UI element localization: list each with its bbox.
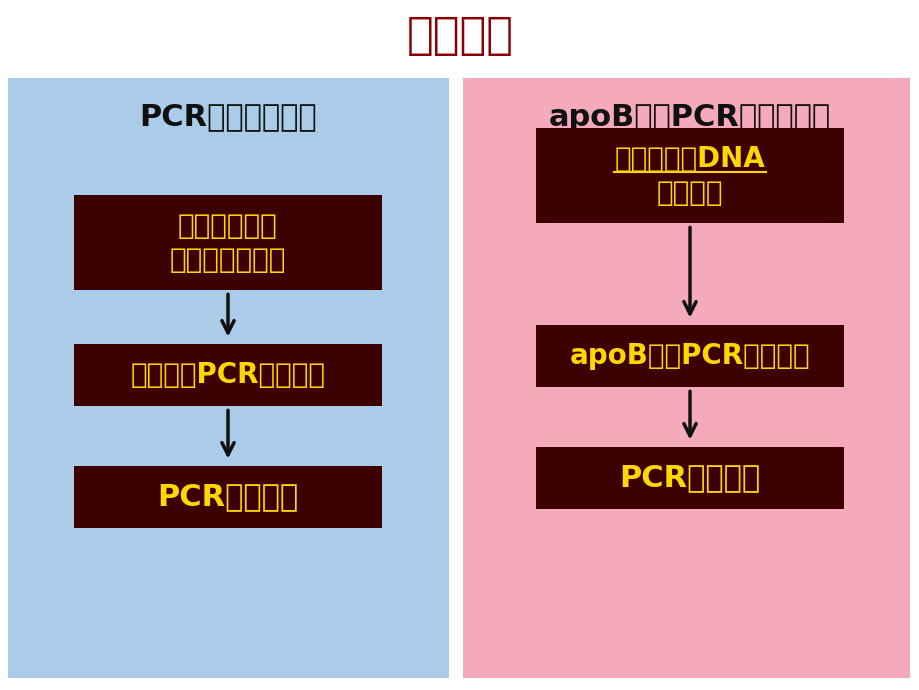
FancyBboxPatch shape xyxy=(8,78,448,678)
Text: 血清样本处理: 血清样本处理 xyxy=(178,212,278,240)
Text: （模板的制备）: （模板的制备） xyxy=(170,246,286,274)
Text: PCR反应上机: PCR反应上机 xyxy=(618,463,760,492)
Text: 口腔细胞总DNA: 口腔细胞总DNA xyxy=(614,145,765,173)
Text: apoB基因PCR多态性分析: apoB基因PCR多态性分析 xyxy=(549,103,830,132)
Text: 实验安排: 实验安排 xyxy=(406,14,513,57)
Text: （模板）: （模板） xyxy=(656,179,722,207)
FancyBboxPatch shape xyxy=(74,195,381,290)
FancyBboxPatch shape xyxy=(74,466,381,527)
FancyBboxPatch shape xyxy=(74,344,381,406)
FancyBboxPatch shape xyxy=(536,324,843,386)
Text: apoB基因PCR实验操作: apoB基因PCR实验操作 xyxy=(569,342,810,370)
FancyBboxPatch shape xyxy=(536,128,843,222)
FancyBboxPatch shape xyxy=(462,78,909,678)
Text: PCR反应上机: PCR反应上机 xyxy=(157,482,299,511)
Text: 乙肝病毒PCR实验操作: 乙肝病毒PCR实验操作 xyxy=(130,360,325,388)
FancyBboxPatch shape xyxy=(536,446,843,509)
Text: PCR检测乙肝病毒: PCR检测乙肝病毒 xyxy=(139,103,316,132)
